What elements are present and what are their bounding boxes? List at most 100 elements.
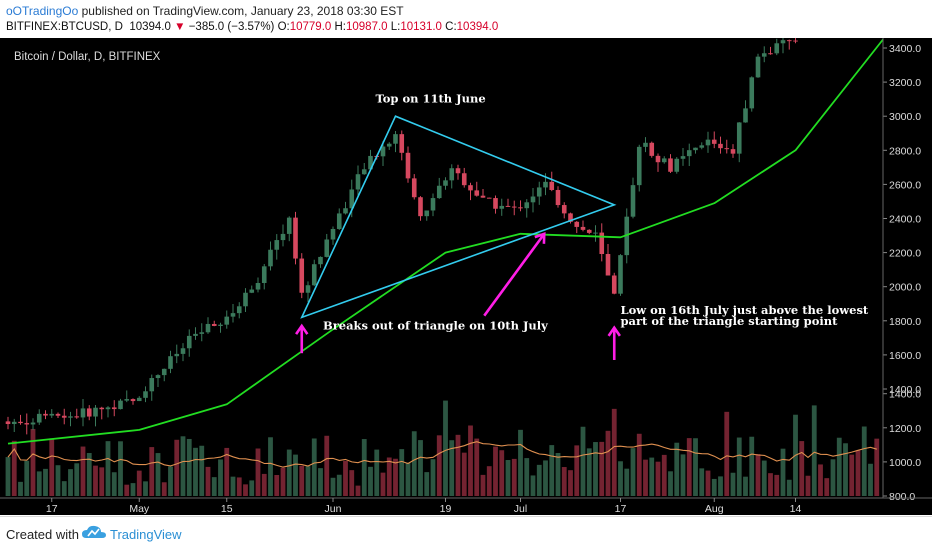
candle-body (774, 43, 780, 54)
volume-bar (630, 448, 636, 496)
candle-body (105, 407, 111, 410)
candle-body (218, 324, 223, 326)
candle-body (518, 207, 523, 209)
chart-header: oOTradingOo published on TradingView.com… (0, 0, 932, 38)
candle-body (724, 148, 730, 150)
price-chart[interactable]: Bitcoin / Dollar, D, BITFINEX Top on 11t… (0, 35, 932, 515)
candle-body (436, 185, 442, 199)
volume-bar (443, 400, 448, 496)
candle-body (430, 198, 436, 211)
volume-bar (774, 474, 780, 496)
candle-body (705, 139, 711, 146)
triangle-pattern (300, 115, 617, 319)
annotation-text: part of the triangle starting point (621, 314, 839, 328)
volume-bar (655, 461, 661, 496)
volume-bar (61, 481, 67, 496)
volume-tick-label: 800.0 (889, 491, 915, 503)
volume-bar (749, 436, 755, 496)
open-value: 10779.0 (289, 21, 332, 33)
volume-bar (674, 442, 680, 496)
candle-body (655, 155, 661, 163)
candle-body (274, 240, 280, 250)
candle-body (130, 399, 136, 402)
candle-body (293, 217, 298, 259)
x-tick-label: Jun (325, 503, 342, 515)
author-link[interactable]: oOTradingOo (6, 4, 79, 18)
volume-bar (530, 475, 536, 496)
volume-bar (349, 470, 355, 496)
volume-bar (580, 426, 586, 496)
volume-bar (43, 468, 48, 496)
candle-body (55, 413, 61, 416)
volume-bar (636, 433, 642, 496)
tradingview-brand-link[interactable]: TradingView (110, 527, 182, 542)
volume-bar (305, 466, 311, 496)
volume-bar (405, 462, 411, 496)
candle-body (336, 213, 342, 229)
volume-bar (468, 425, 473, 496)
volume-bar (436, 435, 442, 496)
volume-bar (118, 441, 123, 496)
volume-bar (574, 445, 580, 496)
candle-body (18, 421, 23, 424)
candle-body (643, 142, 648, 147)
volume-bar (218, 459, 223, 496)
candle-body (686, 150, 692, 157)
volume-bar (230, 476, 236, 496)
candle-body (61, 415, 67, 418)
volume-bar (693, 438, 698, 496)
candle-body (143, 391, 148, 398)
candle-body (161, 368, 167, 376)
candle-body (505, 205, 511, 207)
annotation-text: Top on 11th June (376, 92, 486, 106)
candle-body (118, 400, 123, 410)
down-triangle-icon: ▼ (174, 21, 186, 33)
volume-bar (711, 478, 717, 496)
volume-bar (224, 447, 230, 496)
x-tick-label: 17 (46, 503, 58, 515)
candle-body (761, 53, 767, 57)
candle-body (24, 423, 30, 425)
volume-bar (193, 447, 198, 496)
candle-body (193, 333, 198, 336)
candle-body (536, 187, 542, 197)
volume-bar (318, 468, 323, 496)
candle-body (674, 158, 680, 172)
volume-bar (268, 437, 273, 496)
x-tick-label: 19 (440, 503, 452, 515)
candle-body (630, 185, 636, 217)
arrow-breakout (483, 231, 546, 317)
volume-bar (30, 428, 36, 496)
volume-bar (624, 468, 630, 496)
volume-bar (336, 474, 342, 496)
volume-bar (155, 453, 161, 496)
volume-bar (24, 460, 30, 496)
footer: Created with TradingView (0, 516, 932, 551)
volume-bar (543, 460, 548, 496)
high-label: H: (334, 21, 347, 33)
volume-tick-label: 1000.0 (889, 457, 921, 469)
overlay-layer: Top on 11th June Breaks out of triangle o… (7, 38, 884, 445)
candle-body (618, 255, 623, 294)
y-tick-label: 2200.0 (889, 248, 921, 260)
volume-bar (805, 475, 811, 496)
chart-area[interactable]: Bitcoin / Dollar, D, BITFINEX Top on 11t… (0, 35, 932, 515)
volume-bar (236, 477, 242, 496)
arrow-head (295, 323, 309, 335)
volume-bar (649, 457, 655, 496)
volume-bar (430, 459, 436, 496)
candle-body (699, 145, 705, 148)
candle-body (530, 196, 536, 203)
volume-bar (93, 465, 98, 496)
volume-bar (186, 438, 192, 496)
candle-body (668, 158, 673, 172)
candle-body (280, 233, 286, 241)
volume-bar (5, 457, 11, 496)
candle-body (411, 178, 417, 198)
candle-body (168, 356, 173, 369)
last-price: 10394.0 (129, 21, 171, 33)
volume-bar (111, 472, 117, 496)
tradingview-cloud-icon[interactable] (82, 525, 106, 541)
volume-bar (724, 411, 730, 496)
volume-bar (368, 466, 373, 496)
